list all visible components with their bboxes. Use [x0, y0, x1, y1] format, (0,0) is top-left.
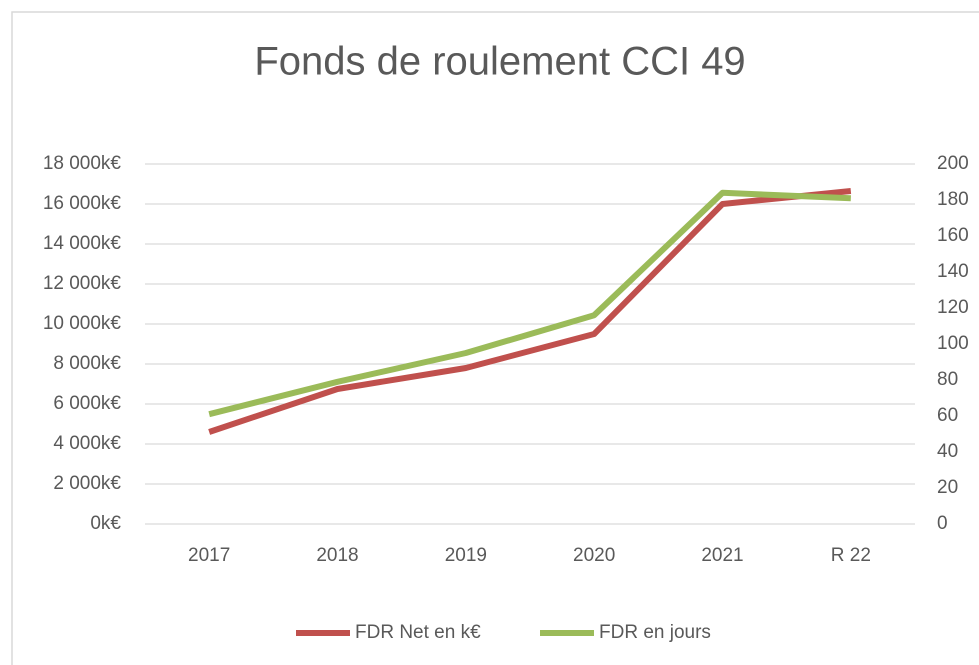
y2-tick-label: 20 [937, 477, 958, 498]
x-tick-label: 2017 [188, 545, 230, 566]
y-tick-label: 6 000k€ [53, 393, 121, 414]
y-tick-label: 18 000k€ [43, 153, 122, 174]
x-tick-label: 2018 [316, 545, 358, 566]
series-line [208, 188, 852, 435]
y2-tick-label: 120 [937, 297, 969, 318]
x-tick-label: 2020 [573, 545, 615, 566]
chart-title: Fonds de roulement CCI 49 [254, 40, 745, 84]
y-tick-label: 8 000k€ [53, 353, 121, 374]
y2-tick-label: 80 [937, 369, 958, 390]
x-tick-label: 2021 [701, 545, 743, 566]
y2-tick-label: 140 [937, 261, 969, 282]
x-tick-label: R 22 [831, 545, 871, 566]
y2-tick-label: 200 [937, 153, 969, 174]
y-tick-label: 14 000k€ [43, 233, 122, 254]
y-tick-label: 10 000k€ [43, 313, 122, 334]
y2-tick-label: 160 [937, 225, 969, 246]
y-tick-label: 4 000k€ [53, 433, 121, 454]
series-line [208, 189, 851, 418]
y-tick-label: 0k€ [90, 513, 121, 534]
y-tick-label: 16 000k€ [43, 193, 122, 214]
y-tick-label: 12 000k€ [43, 273, 122, 294]
y-tick-label: 2 000k€ [53, 473, 121, 494]
x-tick-label: 2019 [445, 545, 487, 566]
y2-tick-label: 40 [937, 441, 958, 462]
legend-label: FDR Net en k€ [355, 622, 481, 643]
y2-tick-label: 60 [937, 405, 958, 426]
y2-tick-label: 100 [937, 333, 969, 354]
chart-frame [11, 11, 979, 665]
y2-tick-label: 0 [937, 513, 948, 534]
y2-tick-label: 180 [937, 189, 969, 210]
legend-label: FDR en jours [599, 622, 711, 643]
